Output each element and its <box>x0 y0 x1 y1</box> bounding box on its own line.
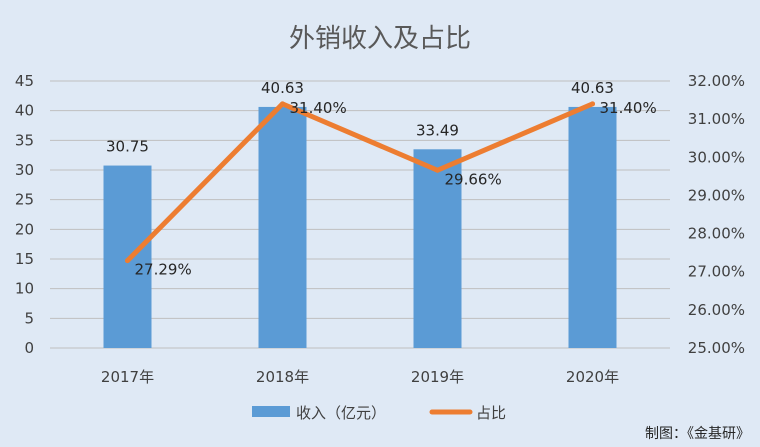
y-left-tick-label: 45 <box>15 72 34 90</box>
x-tick-label: 2019年 <box>411 368 464 386</box>
line-data-label: 31.40% <box>290 99 347 117</box>
y-right-tick-label: 28.00% <box>688 225 745 243</box>
line-point <box>280 101 285 107</box>
y-right-tick-label: 26.00% <box>688 301 745 319</box>
x-tick-label: 2018年 <box>256 368 309 386</box>
y-right-tick-label: 29.00% <box>688 186 745 204</box>
line-data-label: 27.29% <box>135 261 192 279</box>
y-right-tick-label: 27.00% <box>688 263 745 281</box>
bar <box>568 106 617 348</box>
y-left-tick-label: 20 <box>15 220 34 238</box>
y-left-tick-label: 40 <box>15 102 34 120</box>
bar-data-label: 30.75 <box>106 138 149 156</box>
y-left-tick-label: 0 <box>24 339 34 357</box>
bar-data-label: 40.63 <box>571 79 614 97</box>
y-right-tick-label: 31.00% <box>688 110 745 128</box>
chart-title: 外销收入及占比 <box>289 24 471 54</box>
bar <box>413 149 462 348</box>
bar-data-label: 33.49 <box>416 121 459 139</box>
line-data-label: 31.40% <box>600 99 657 117</box>
bar-data-label: 40.63 <box>261 79 304 97</box>
line-series-ratio <box>125 101 595 264</box>
x-tick-label: 2020年 <box>566 368 619 386</box>
bar <box>258 106 307 348</box>
x-tick-label: 2017年 <box>101 368 154 386</box>
y-left-tick-label: 25 <box>15 191 34 209</box>
line-point <box>435 167 440 173</box>
y-left-tick-label: 30 <box>15 161 34 179</box>
legend-label-ratio: 占比 <box>476 404 506 422</box>
y-left-tick-label: 5 <box>24 309 34 327</box>
credit-text: 制图：《金基研》 <box>645 425 750 442</box>
y-right-tick-label: 30.00% <box>688 148 745 166</box>
y-left-tick-label: 15 <box>15 250 34 268</box>
y-right-tick-label: 25.00% <box>688 339 745 357</box>
y-left-tick-label: 35 <box>15 131 34 149</box>
legend-swatch-bar <box>252 406 290 417</box>
legend-label-income: 收入（亿元） <box>296 404 386 422</box>
line-point <box>125 258 130 264</box>
y-left-tick-label: 10 <box>15 280 34 298</box>
line-data-label: 29.66% <box>445 170 502 188</box>
line-point <box>590 101 595 107</box>
y-right-tick-label: 32.00% <box>688 72 745 90</box>
bar <box>103 165 152 348</box>
